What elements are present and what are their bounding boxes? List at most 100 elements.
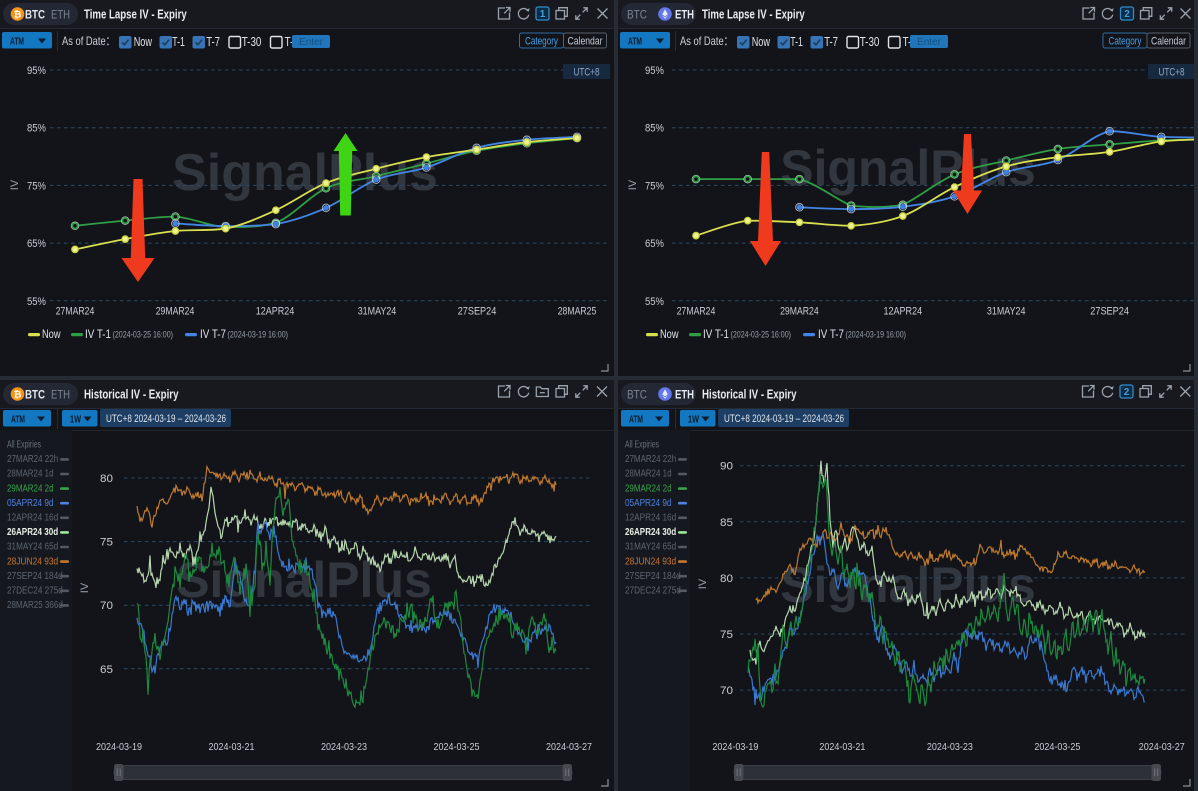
svg-text:ETH: ETH	[675, 8, 694, 22]
svg-text:BTC: BTC	[25, 8, 45, 22]
svg-text:ATM: ATM	[11, 414, 25, 426]
svg-text:Time Lapse IV - Expiry: Time Lapse IV - Expiry	[702, 7, 805, 22]
svg-text:T-7: T-7	[824, 35, 838, 49]
svg-text:T-7: T-7	[206, 35, 220, 49]
svg-text:05APR24 9d: 05APR24 9d	[625, 498, 672, 509]
svg-text:IV: IV	[627, 179, 639, 190]
svg-text:29MAR24: 29MAR24	[156, 306, 195, 318]
svg-text:31MAY24 65d: 31MAY24 65d	[7, 542, 58, 553]
svg-text:85%: 85%	[645, 123, 664, 135]
svg-text:2: 2	[1124, 9, 1130, 20]
svg-text:Calendar: Calendar	[568, 36, 603, 48]
svg-text:12APR24 16d: 12APR24 16d	[7, 513, 58, 524]
svg-text:31MAY24: 31MAY24	[987, 306, 1026, 318]
svg-text:28JUN24 93d: 28JUN24 93d	[7, 556, 58, 567]
svg-text:85: 85	[720, 517, 733, 529]
svg-text:27SEP24 184d: 27SEP24 184d	[7, 571, 63, 582]
svg-text:95%: 95%	[27, 65, 46, 77]
svg-text:75: 75	[720, 629, 733, 641]
svg-text:75: 75	[100, 537, 113, 549]
svg-text:75%: 75%	[27, 180, 46, 192]
svg-text:28MAR24 1d: 28MAR24 1d	[625, 469, 672, 480]
svg-text:As of Date：: As of Date：	[62, 34, 115, 48]
svg-text:75%: 75%	[645, 180, 664, 192]
svg-text:27MAR24: 27MAR24	[56, 306, 95, 318]
svg-text:65%: 65%	[27, 238, 46, 250]
svg-text:2024-03-23: 2024-03-23	[321, 741, 367, 753]
svg-text:70: 70	[100, 600, 113, 612]
svg-text:29MAR24 2d: 29MAR24 2d	[625, 483, 672, 494]
svg-text:1W: 1W	[688, 414, 699, 426]
svg-text:Time Lapse IV - Expiry: Time Lapse IV - Expiry	[84, 7, 187, 22]
svg-text:90: 90	[720, 461, 733, 473]
svg-text:1: 1	[540, 9, 546, 20]
svg-text:27SEP24: 27SEP24	[1090, 306, 1129, 318]
svg-text:29MAR24: 29MAR24	[780, 306, 819, 318]
svg-text:T-1: T-1	[790, 35, 803, 49]
svg-text:ATM: ATM	[10, 36, 24, 48]
svg-text:2024-03-19: 2024-03-19	[96, 741, 142, 753]
svg-text:Category: Category	[525, 36, 558, 48]
svg-text:T-1: T-1	[172, 35, 185, 49]
svg-text:2: 2	[1124, 387, 1130, 398]
svg-text:12APR24: 12APR24	[884, 306, 923, 318]
svg-text:T-30: T-30	[860, 35, 880, 49]
svg-text:28MAR25 366d: 28MAR25 366d	[7, 600, 63, 611]
svg-text:Historical IV - Expiry: Historical IV - Expiry	[84, 387, 179, 402]
svg-text:05APR24 9d: 05APR24 9d	[7, 498, 54, 509]
svg-text:SignalPlus: SignalPlus	[780, 140, 1036, 196]
svg-text:2024-03-23: 2024-03-23	[927, 741, 973, 753]
svg-text:UTC+8: UTC+8	[1159, 67, 1185, 79]
svg-text:SignalPlus: SignalPlus	[172, 144, 438, 202]
svg-text:28JUN24 93d: 28JUN24 93d	[625, 556, 676, 567]
svg-text:2024-03-25: 2024-03-25	[434, 741, 480, 753]
svg-text:31MAY24 65d: 31MAY24 65d	[625, 542, 676, 553]
svg-text:(2024-03-19 16:00): (2024-03-19 16:00)	[228, 330, 289, 340]
svg-text:Now: Now	[752, 35, 771, 49]
svg-text:2024-03-19: 2024-03-19	[712, 741, 758, 753]
svg-text:Calendar: Calendar	[1151, 36, 1186, 48]
svg-text:IV T-7: IV T-7	[200, 329, 226, 341]
svg-text:85%: 85%	[27, 123, 46, 135]
svg-text:(2024-03-19 16:00): (2024-03-19 16:00)	[846, 330, 907, 340]
svg-text:UTC+8 2024-03-19 – 2024-03-26: UTC+8 2024-03-19 – 2024-03-26	[724, 413, 844, 425]
svg-text:ETH: ETH	[675, 388, 694, 402]
svg-text:27SEP24 184d: 27SEP24 184d	[625, 571, 681, 582]
svg-text:95%: 95%	[645, 65, 664, 77]
svg-text:IV T-7: IV T-7	[818, 329, 844, 341]
svg-text:2024-03-21: 2024-03-21	[209, 741, 255, 753]
svg-text:65%: 65%	[645, 238, 664, 250]
svg-text:Now: Now	[134, 35, 153, 49]
svg-text:28MAR24 1d: 28MAR24 1d	[7, 469, 54, 480]
svg-text:All Expiries: All Expiries	[625, 440, 659, 451]
svg-text:BTC: BTC	[25, 388, 45, 402]
svg-text:Historical IV - Expiry: Historical IV - Expiry	[702, 387, 797, 402]
svg-text:12APR24: 12APR24	[256, 306, 295, 318]
svg-text:Enter: Enter	[299, 36, 323, 48]
svg-text:IV T-1: IV T-1	[703, 329, 729, 341]
svg-text:Now: Now	[42, 329, 61, 341]
svg-text:12APR24 16d: 12APR24 16d	[625, 513, 676, 524]
svg-text:SignalPlus: SignalPlus	[176, 552, 432, 608]
svg-text:Enter: Enter	[917, 36, 941, 48]
svg-text:2024-03-25: 2024-03-25	[1034, 741, 1080, 753]
svg-text:65: 65	[100, 664, 113, 676]
svg-text:70: 70	[720, 685, 733, 697]
svg-text:1W: 1W	[70, 414, 81, 426]
svg-text:IV T-1: IV T-1	[85, 329, 111, 341]
svg-text:27MAR24 22h: 27MAR24 22h	[625, 454, 676, 465]
svg-text:BTC: BTC	[627, 8, 647, 22]
svg-text:T-: T-	[903, 35, 912, 49]
svg-text:As of Date：: As of Date：	[680, 34, 733, 48]
svg-text:2024-03-27: 2024-03-27	[546, 741, 592, 753]
svg-text:27DEC24 275d: 27DEC24 275d	[7, 586, 63, 597]
svg-text:55%: 55%	[27, 296, 46, 308]
svg-text:2024-03-21: 2024-03-21	[819, 741, 865, 753]
svg-text:55%: 55%	[645, 296, 664, 308]
svg-text:All Expiries: All Expiries	[7, 440, 41, 451]
svg-text:IV: IV	[697, 578, 709, 589]
svg-text:Now: Now	[660, 329, 679, 341]
svg-text:80: 80	[720, 573, 733, 585]
svg-text:27MAR24: 27MAR24	[677, 306, 716, 318]
svg-text:26APR24 30d: 26APR24 30d	[625, 527, 676, 538]
